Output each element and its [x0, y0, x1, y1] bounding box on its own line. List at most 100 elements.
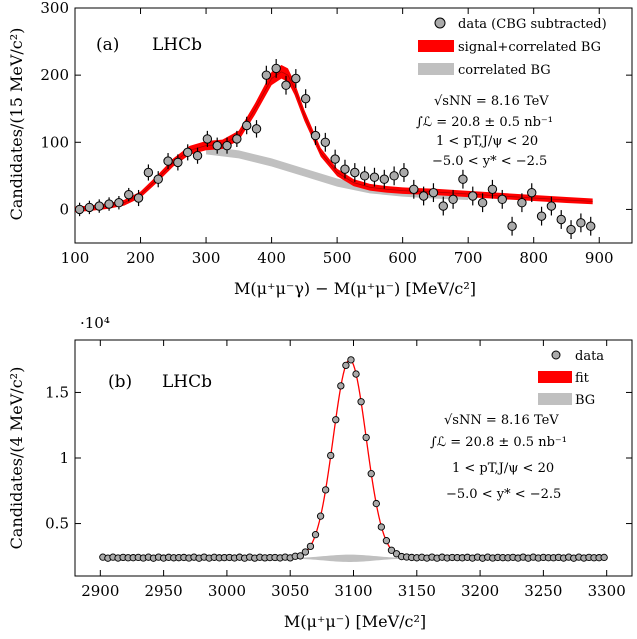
- y-tick-label-a: 100: [40, 133, 69, 151]
- data-point-b: [372, 499, 380, 508]
- axis-ticks-b: 2900 2950 3000 3050 3100 3150 3200 3250 3300 0.5 1…: [45, 340, 632, 600]
- x-tick-label-b: 3150: [398, 582, 436, 600]
- info-block-a: √sNN = 8.16 TeV ∫ℒ = 20.8 ± 0.5 nb⁻¹ 1 <…: [416, 94, 553, 169]
- data-point-b: [337, 382, 345, 390]
- data-point-a: [94, 201, 104, 211]
- signal-correlated-bg-band: [75, 64, 593, 213]
- y-tick-label-a: 0: [59, 200, 69, 218]
- data-point-a: [487, 184, 498, 194]
- data-point-a: [261, 70, 272, 80]
- bg-band-b: [277, 554, 405, 562]
- data-point-b: [301, 548, 310, 556]
- x-tick-label-a: 100: [61, 249, 90, 267]
- data-point-b: [387, 546, 396, 554]
- data-point-a: [271, 63, 281, 74]
- x-tick-label-b: 3200: [461, 582, 499, 600]
- x-tick-label-a: 900: [585, 249, 614, 267]
- data-point-a: [379, 174, 389, 184]
- data-point-a: [163, 156, 173, 166]
- data-point-a: [104, 199, 114, 209]
- legend-entry-data-b: data: [575, 349, 604, 364]
- info-block-b: √sNN = 8.16 TeV ∫ℒ = 20.8 ± 0.5 nb⁻¹ 1 <…: [430, 413, 567, 502]
- data-point-a: [418, 191, 429, 201]
- legend-swatch-fit-b: [538, 371, 572, 383]
- data-point-a: [458, 174, 468, 184]
- x-tick-label-b: 3050: [271, 582, 309, 600]
- data-point-a: [468, 191, 478, 201]
- x-tick-label-a: 400: [257, 249, 286, 267]
- data-point-a: [389, 171, 399, 181]
- info-rapidity-a: −5.0 < y* < −2.5: [432, 154, 547, 169]
- info-pt-b: 1 < pT,J/ψ < 20: [452, 461, 554, 476]
- legend-swatch-bg-b: [538, 393, 572, 405]
- data-point-a: [202, 134, 213, 144]
- x-tick-label-b: 2950: [145, 582, 183, 600]
- data-point-a: [173, 157, 183, 168]
- legend-b: data fit BG: [538, 349, 604, 408]
- data-point-a: [350, 167, 360, 178]
- legend-a: data (CBG subtracted) signal+correlated …: [418, 17, 607, 78]
- experiment-label-b: LHCb: [162, 372, 212, 392]
- data-point-a: [517, 198, 527, 208]
- y-tick-label-b: 0.5: [45, 515, 69, 533]
- x-tick-label-a: 800: [519, 249, 548, 267]
- plot-frame-a: [74, 7, 633, 244]
- legend-entry-bg-b: BG: [575, 393, 595, 408]
- data-point-b: [600, 553, 608, 562]
- data-point-b: [382, 537, 391, 545]
- experiment-label-a: LHCb: [152, 35, 202, 55]
- x-axis-label-a: M(μ⁺μ⁻γ) − M(μ⁺μ⁻) [MeV/c²]: [234, 279, 476, 298]
- data-point-a: [212, 140, 222, 151]
- legend-marker-data-b: [551, 350, 561, 360]
- panel-a: 100 200 300 400 500 600 700 800 900 0 100 200 300 (a…: [7, 0, 633, 298]
- x-axis-label-b: M(μ⁺μ⁻) [MeV/c²]: [284, 612, 426, 631]
- data-point-a: [124, 189, 134, 200]
- data-point-b: [347, 356, 355, 364]
- x-tick-label-a: 200: [126, 249, 155, 267]
- y-tick-label-a: 300: [40, 0, 69, 17]
- data-point-b: [332, 416, 340, 424]
- x-tick-label-b: 2900: [81, 582, 119, 600]
- signal-correlated-bg-centerline: [74, 71, 593, 210]
- legend-marker-data-a: [434, 17, 446, 29]
- data-points-b: [99, 356, 608, 562]
- data-point-a: [409, 184, 419, 194]
- data-point-b: [306, 542, 315, 551]
- data-point-a: [310, 130, 321, 141]
- y-axis-label-b: Candidates/(4 MeV/c²): [7, 367, 26, 550]
- info-energy-b: √sNN = 8.16 TeV: [444, 413, 559, 428]
- data-point-a: [369, 172, 380, 182]
- info-lumi-b: ∫ℒ = 20.8 ± 0.5 nb⁻¹: [430, 435, 567, 450]
- info-rapidity-b: −5.0 < y* < −2.5: [446, 487, 561, 502]
- info-pt-a: 1 < pT,J/ψ < 20: [436, 134, 538, 149]
- y-multiplier-b: ·10⁴: [80, 314, 110, 332]
- legend-entry-fit-b: fit: [575, 371, 590, 386]
- data-point-a: [84, 202, 95, 213]
- data-point-a: [527, 187, 537, 198]
- data-point-a: [586, 221, 596, 231]
- fit-bands-a: [74, 64, 593, 213]
- data-point-a: [428, 187, 439, 198]
- x-tick-label-b: 3100: [334, 582, 372, 600]
- data-point-a: [448, 194, 458, 205]
- x-tick-label-b: 3000: [208, 582, 246, 600]
- y-tick-label-a: 200: [40, 66, 69, 84]
- data-point-a: [143, 167, 154, 178]
- data-point-a: [241, 120, 252, 131]
- data-point-a: [291, 73, 301, 84]
- x-tick-label-b: 3300: [588, 582, 626, 600]
- legend-entry-fit-a: signal+correlated BG: [458, 40, 601, 55]
- data-point-b: [342, 361, 350, 370]
- data-point-a: [133, 193, 144, 203]
- data-point-b: [357, 398, 365, 406]
- info-energy-a: √sNN = 8.16 TeV: [434, 94, 549, 109]
- data-point-a: [251, 124, 262, 134]
- data-point-a: [222, 140, 232, 151]
- legend-swatch-fit-a: [418, 40, 454, 52]
- data-point-b: [321, 486, 330, 494]
- data-point-a: [232, 134, 242, 144]
- data-point-b: [327, 451, 335, 460]
- data-point-b: [352, 370, 360, 378]
- x-tick-label-b: 3250: [524, 582, 562, 600]
